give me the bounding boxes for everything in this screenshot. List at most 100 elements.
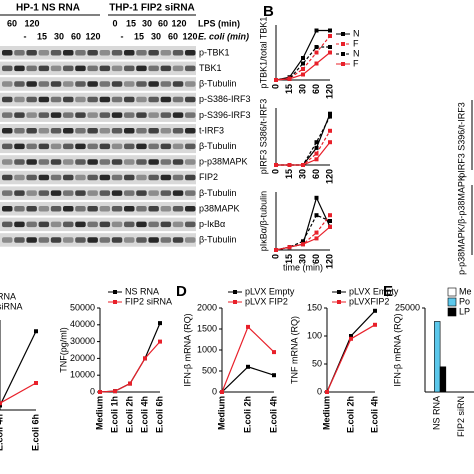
blot-band	[2, 221, 13, 228]
blot-band	[75, 112, 86, 118]
blot-band	[50, 206, 62, 212]
marker	[325, 390, 329, 394]
blot-band	[136, 96, 147, 103]
legend-label: pLVXFIP2	[349, 296, 389, 306]
marker	[328, 128, 332, 133]
blot-band	[99, 174, 111, 181]
marker	[314, 45, 319, 49]
blot-row-label: p-p38MAPK	[199, 157, 248, 167]
marker	[314, 157, 319, 162]
blot-band	[2, 237, 13, 243]
series-line	[0, 330, 37, 406]
marker	[246, 324, 250, 329]
legend-marker	[337, 300, 341, 304]
blot-band	[99, 96, 111, 103]
blot-band	[185, 143, 196, 150]
blot-band	[75, 237, 86, 243]
legend-label: pLVX Empty	[245, 286, 295, 296]
panel-label: B	[263, 3, 274, 20]
blot-strip	[0, 233, 196, 247]
legend-label: N	[353, 48, 360, 58]
lane-label: 120	[171, 18, 186, 28]
blot-band	[160, 174, 172, 181]
blot-strip	[0, 186, 196, 200]
blot-band	[38, 237, 50, 243]
blot-band	[111, 221, 123, 228]
legend-marker	[341, 32, 345, 36]
blot-band	[185, 81, 196, 87]
blot-band	[148, 96, 159, 103]
blot-band	[75, 81, 86, 87]
blot-band	[148, 112, 159, 118]
x-tick-label: Medium	[216, 396, 226, 430]
blot-band	[160, 65, 172, 72]
blot-band	[87, 96, 98, 103]
x-tick-label: 120	[324, 84, 334, 99]
blot-band	[50, 65, 62, 72]
blot-strip	[0, 46, 196, 60]
legend-label: N	[353, 28, 360, 38]
blot-band	[124, 143, 135, 150]
blot-band	[38, 221, 50, 228]
lane-label: 15	[126, 18, 136, 28]
legend-label: siRNA	[0, 301, 23, 311]
blot-band	[63, 143, 74, 150]
blot-band	[185, 206, 196, 212]
marker	[34, 329, 38, 334]
y-tick-label: 10000	[70, 370, 95, 380]
marker	[274, 78, 278, 82]
blot-header: THP-1 FIP2 siRNA	[109, 3, 195, 14]
marker	[328, 111, 332, 116]
x-tick-label: Medium	[321, 396, 331, 430]
blot-band	[111, 206, 123, 212]
marker	[0, 401, 2, 406]
blot-band	[50, 128, 62, 134]
blot-row-label: TBK1	[199, 63, 222, 73]
y-axis-label: TNF mRNA (RQ)	[289, 316, 299, 384]
blot-band	[111, 96, 123, 103]
blot-band	[148, 174, 159, 181]
blot-band	[75, 50, 86, 56]
series-line	[0, 382, 37, 404]
legend-label: F	[353, 38, 359, 48]
marker	[314, 61, 319, 66]
blot-band	[172, 65, 184, 72]
x-tick-label: 0	[270, 254, 280, 259]
blot-strip	[0, 217, 196, 232]
blot-band	[185, 237, 196, 243]
blot-band	[87, 159, 98, 165]
blot-band	[26, 65, 37, 72]
blot-band	[99, 50, 111, 56]
blot-band	[172, 206, 184, 212]
blot-band	[160, 159, 172, 165]
x-tick-label: 60	[311, 84, 321, 94]
blot-band	[50, 237, 62, 243]
blot-band	[38, 81, 50, 87]
blot-band	[99, 65, 111, 72]
blot-band	[172, 237, 184, 243]
y-tick-label: 20000	[70, 353, 95, 363]
blot-row-label: p-S386-IRF3	[199, 94, 251, 104]
x-tick-label: 15	[284, 84, 294, 94]
blot-band	[63, 206, 74, 212]
blot-band	[87, 143, 98, 150]
lane-label: 15	[37, 31, 47, 41]
blot-band	[87, 65, 98, 72]
y-tick-label: 0	[90, 386, 95, 396]
blot-band	[111, 112, 123, 118]
blot-band	[26, 159, 37, 165]
blot-band	[38, 174, 50, 181]
legend-marker	[113, 290, 117, 294]
blot-band	[38, 190, 50, 196]
blot-band	[185, 112, 196, 118]
marker	[34, 381, 38, 385]
x-tick-label: NS RNA	[432, 396, 442, 430]
x-tick-label: E.coli 2h	[124, 396, 134, 433]
blot-band	[38, 96, 50, 103]
blot-band	[160, 143, 172, 150]
marker	[314, 213, 319, 218]
blot-band	[99, 112, 111, 118]
blot-band	[136, 174, 147, 181]
blot-band	[2, 50, 13, 56]
y-axis-label: pIRF3 S396/t-IRF3	[456, 102, 466, 178]
